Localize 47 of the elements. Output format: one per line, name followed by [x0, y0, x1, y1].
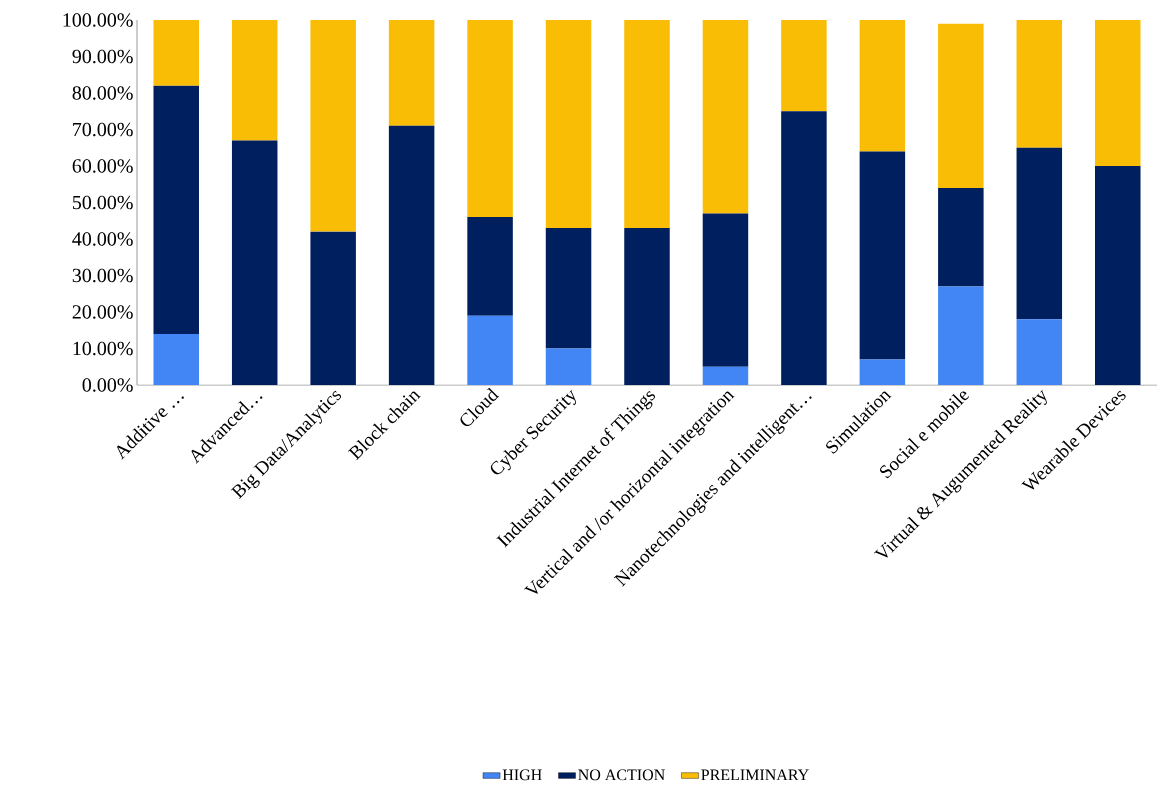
bar: [702, 213, 749, 367]
bar: [702, 20, 749, 214]
bar: [545, 228, 592, 349]
legend-label: HIGH: [502, 769, 542, 781]
bar: [781, 111, 827, 385]
bar: [938, 187, 984, 287]
bar: [624, 228, 670, 385]
bar: [1095, 166, 1141, 385]
bar: [231, 20, 278, 141]
bar: [231, 140, 278, 385]
bar: [467, 217, 513, 316]
bar: [1095, 20, 1141, 166]
bar: [781, 20, 827, 112]
y-tick-label: 100.00%: [63, 13, 133, 27]
y-tick-label: 60.00%: [72, 159, 133, 173]
legend-label: PRELIMINARY: [701, 769, 809, 781]
y-tick-label: 40.00%: [72, 232, 133, 246]
bar: [388, 20, 435, 126]
y-tick-label: 70.00%: [73, 122, 133, 137]
bar: [153, 85, 199, 334]
y-tick-label: 90.00%: [72, 49, 133, 64]
bar: [153, 333, 199, 385]
legend-label: NO ACTION: [578, 769, 665, 781]
y-tick-label: 10.00%: [73, 341, 133, 356]
bar: [1016, 319, 1063, 385]
bar: [859, 20, 906, 152]
bar: [938, 286, 984, 385]
bar: [153, 20, 199, 86]
bar: [310, 20, 356, 232]
bar: [624, 20, 670, 229]
bar: [545, 348, 592, 385]
bar: [938, 23, 984, 188]
y-tick-label: 20.00%: [72, 305, 133, 319]
bar: [702, 366, 749, 385]
bar: [467, 315, 513, 385]
y-tick-label: 30.00%: [72, 268, 133, 283]
bar: [859, 359, 906, 385]
y-tick-label: 80.00%: [72, 86, 133, 100]
bar: [859, 151, 906, 360]
bar: [388, 125, 435, 385]
y-tick-label: 0.00%: [82, 378, 133, 392]
bar: [545, 20, 592, 229]
bar: [1016, 20, 1063, 148]
y-tick-label: 50.00%: [72, 195, 133, 210]
bar: [1016, 147, 1063, 320]
bar: [310, 231, 356, 385]
bar: [467, 20, 513, 218]
